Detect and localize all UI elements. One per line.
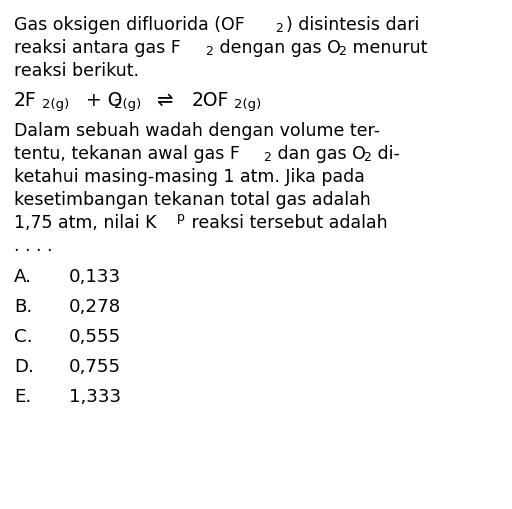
Text: 2: 2 <box>338 45 346 58</box>
Text: D.: D. <box>14 358 34 376</box>
Text: B.: B. <box>14 298 32 316</box>
Text: kesetimbangan tekanan total gas adalah: kesetimbangan tekanan total gas adalah <box>14 191 371 209</box>
Text: reaksi antara gas F: reaksi antara gas F <box>14 39 181 57</box>
Text: 2: 2 <box>275 22 283 35</box>
Text: reaksi berikut.: reaksi berikut. <box>14 62 139 80</box>
Text: 2: 2 <box>263 151 271 164</box>
Text: di-: di- <box>372 145 400 163</box>
Text: E.: E. <box>14 388 31 406</box>
Text: ⇌: ⇌ <box>157 91 174 110</box>
Text: . . . .: . . . . <box>14 237 53 255</box>
Text: 2: 2 <box>363 151 371 164</box>
Text: 2(g): 2(g) <box>42 98 69 111</box>
Text: reaksi tersebut adalah: reaksi tersebut adalah <box>186 214 388 232</box>
Text: + O: + O <box>86 91 122 110</box>
Text: 2(g): 2(g) <box>234 98 261 111</box>
Text: 1,333: 1,333 <box>69 388 121 406</box>
Text: C.: C. <box>14 328 33 346</box>
Text: 0,555: 0,555 <box>69 328 121 346</box>
Text: dan gas O: dan gas O <box>272 145 366 163</box>
Text: tentu, tekanan awal gas F: tentu, tekanan awal gas F <box>14 145 240 163</box>
Text: 2(g): 2(g) <box>114 98 141 111</box>
Text: dengan gas O: dengan gas O <box>214 39 341 57</box>
Text: 2OF: 2OF <box>192 91 229 110</box>
Text: Gas oksigen difluorida (OF: Gas oksigen difluorida (OF <box>14 16 245 34</box>
Text: 0,278: 0,278 <box>69 298 121 316</box>
Text: menurut: menurut <box>347 39 428 57</box>
Text: 0,133: 0,133 <box>69 268 121 286</box>
Text: 0,755: 0,755 <box>69 358 121 376</box>
Text: ketahui masing-masing 1 atm. Jika pada: ketahui masing-masing 1 atm. Jika pada <box>14 168 365 186</box>
Text: p: p <box>177 211 185 224</box>
Text: 1,75 atm, nilai K: 1,75 atm, nilai K <box>14 214 157 232</box>
Text: 2F: 2F <box>14 91 37 110</box>
Text: Dalam sebuah wadah dengan volume ter-: Dalam sebuah wadah dengan volume ter- <box>14 122 380 140</box>
Text: A.: A. <box>14 268 32 286</box>
Text: 2: 2 <box>205 45 213 58</box>
Text: ) disintesis dari: ) disintesis dari <box>286 16 419 34</box>
